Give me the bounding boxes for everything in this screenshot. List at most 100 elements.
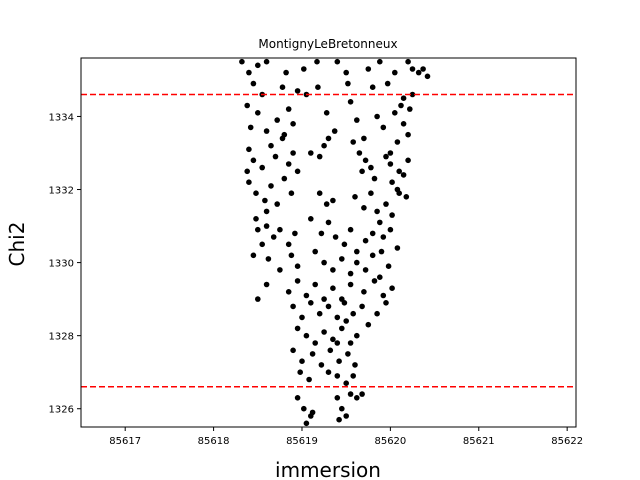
data-point: [354, 332, 360, 339]
data-point: [244, 168, 250, 175]
data-point: [297, 369, 304, 376]
data-point: [354, 248, 360, 255]
data-point: [405, 157, 411, 164]
data-point: [316, 310, 323, 317]
data-point: [290, 303, 296, 310]
data-point: [288, 252, 295, 259]
data-point: [290, 150, 296, 156]
data-point: [347, 340, 354, 346]
data-point: [394, 139, 401, 145]
data-point: [270, 234, 277, 240]
data-point: [389, 179, 395, 185]
data-point: [347, 391, 354, 397]
data-point: [336, 358, 342, 365]
data-point: [253, 190, 259, 196]
data-point: [368, 164, 374, 171]
data-point: [350, 310, 357, 317]
data-point: [294, 325, 301, 332]
data-point: [378, 248, 385, 255]
x-axis-ticks: 85617 85618 85619 85620 85621 85622: [109, 427, 583, 447]
data-point: [246, 146, 252, 153]
y-tick-label: 1330: [49, 259, 74, 270]
data-point: [380, 292, 387, 299]
data-point: [350, 373, 357, 379]
data-point: [392, 110, 398, 116]
data-point: [356, 150, 363, 156]
data-point: [303, 332, 310, 339]
data-point: [299, 358, 305, 365]
data-point: [368, 190, 374, 196]
data-point: [369, 84, 376, 90]
data-point: [409, 91, 416, 98]
data-point: [262, 197, 268, 204]
data-point: [352, 194, 358, 200]
data-point: [400, 172, 407, 178]
data-point: [383, 300, 389, 306]
data-point: [308, 300, 314, 306]
x-axis-label: immersion: [275, 458, 381, 480]
data-point: [341, 241, 348, 248]
data-point: [424, 73, 431, 80]
y-tick-label: 1332: [49, 186, 74, 197]
data-point: [387, 226, 394, 233]
data-point: [325, 135, 332, 142]
data-point: [312, 281, 319, 288]
data-point: [294, 278, 301, 284]
data-point: [334, 395, 341, 401]
data-point: [250, 252, 257, 259]
data-point: [312, 340, 319, 346]
data-point: [250, 157, 257, 164]
data-point: [294, 168, 301, 175]
data-point: [274, 201, 281, 207]
data-point: [301, 66, 307, 72]
x-tick-label: 85617: [109, 436, 141, 447]
data-point: [343, 413, 350, 419]
data-point: [330, 267, 336, 273]
data-point: [343, 380, 350, 387]
data-point: [352, 362, 358, 368]
data-point: [294, 395, 301, 401]
data-point: [268, 142, 274, 149]
data-points: [239, 58, 431, 427]
data-point: [294, 88, 301, 94]
reference-lines: [81, 93, 576, 388]
data-point: [383, 153, 389, 160]
data-point: [312, 248, 319, 255]
data-point: [332, 234, 339, 240]
data-point: [316, 153, 323, 160]
data-point: [325, 369, 332, 376]
data-point: [339, 405, 345, 412]
data-point: [400, 95, 407, 101]
data-point: [331, 128, 338, 134]
data-point: [362, 267, 369, 273]
data-point: [341, 300, 348, 306]
data-point: [343, 69, 350, 76]
data-point: [315, 84, 321, 90]
data-point: [259, 241, 266, 248]
data-point: [272, 153, 279, 160]
data-point: [290, 347, 296, 354]
x-tick-label: 85618: [198, 436, 230, 447]
data-point: [369, 230, 376, 237]
data-point: [254, 62, 261, 69]
data-point: [253, 216, 259, 222]
data-point: [339, 256, 345, 262]
data-point: [347, 226, 354, 233]
data-point: [354, 395, 360, 401]
data-point: [292, 230, 298, 237]
y-axis-ticks: 1326 1328 1330 1332 1334: [49, 112, 81, 416]
data-point: [239, 58, 245, 65]
data-point: [321, 259, 327, 266]
data-point: [325, 219, 332, 226]
data-point: [308, 150, 314, 156]
data-point: [283, 69, 289, 76]
data-point: [254, 226, 261, 233]
data-point: [387, 150, 394, 156]
data-point: [405, 58, 411, 65]
data-point: [362, 157, 369, 164]
data-point: [263, 208, 270, 215]
data-point: [309, 409, 316, 416]
data-point: [247, 124, 254, 131]
data-point: [314, 58, 320, 65]
data-point: [403, 194, 410, 200]
